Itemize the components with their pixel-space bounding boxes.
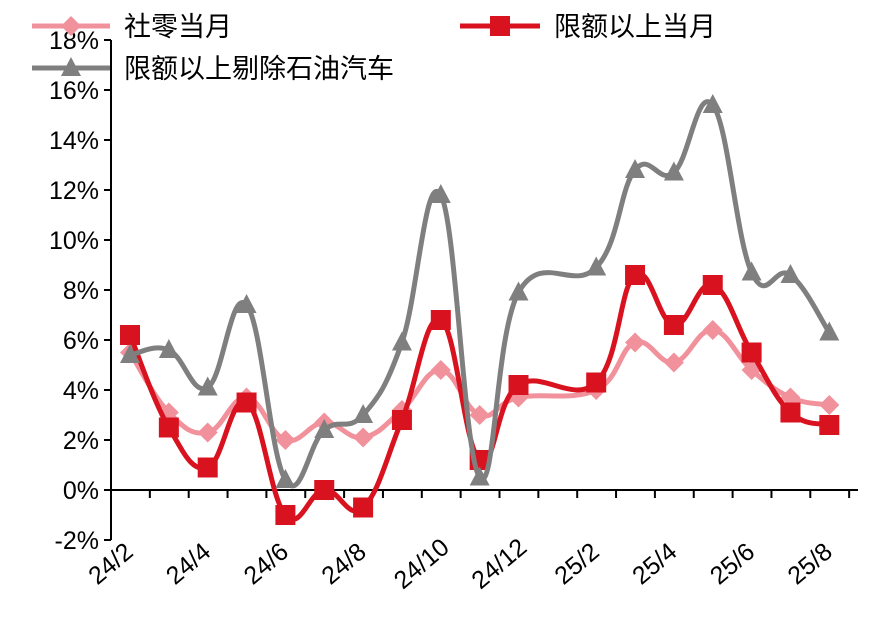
x-tick-label: 25/2 [549, 538, 604, 591]
y-tick-label: 6% [63, 327, 99, 355]
square-marker [586, 372, 607, 393]
x-tick-label: 25/6 [705, 538, 760, 591]
square-marker [353, 497, 374, 518]
triangle-marker [819, 321, 840, 341]
x-tick-label: 25/4 [627, 537, 682, 590]
square-marker [430, 310, 451, 330]
triangle-marker [508, 281, 529, 301]
triangle-marker [741, 261, 762, 281]
y-tick-label: 12% [49, 177, 99, 205]
series-2 [120, 265, 840, 525]
y-tick-label: 2% [63, 427, 99, 455]
square-marker [158, 417, 179, 438]
series-layer [120, 94, 840, 525]
triangle-marker [663, 161, 684, 181]
triangle-marker [702, 94, 723, 113]
square-marker [391, 410, 412, 430]
square-marker [197, 457, 218, 478]
legend-item-3: 限额以上剔除石油汽车 [32, 54, 394, 84]
diamond-marker [469, 405, 490, 425]
x-tick-label: 25/8 [783, 538, 838, 591]
x-tick-label: 24/10 [389, 533, 455, 595]
square-marker [741, 342, 762, 363]
y-tick-label: 8% [63, 277, 99, 305]
triangle-marker [353, 404, 374, 423]
legend-item-1: 社零当月 [32, 12, 232, 42]
square-marker [780, 402, 801, 423]
triangle-marker [430, 184, 451, 203]
square-marker [236, 392, 257, 413]
diamond-marker [819, 395, 840, 415]
series-3 [120, 94, 840, 489]
legend-label: 社零当月 [124, 12, 232, 42]
x-tick-label: 24/8 [316, 538, 371, 591]
axes: -2%0%2%4%6%8%10%12%14%16%18%24/2 24/4 24/6… [49, 27, 858, 595]
y-tick-label: 14% [49, 127, 99, 155]
x-tick-label: 24/6 [239, 538, 294, 591]
triangle-marker [625, 159, 646, 178]
triangle-marker [158, 339, 179, 358]
legend-triangle-marker [61, 57, 81, 76]
square-marker [702, 275, 723, 295]
legend-square-marker [490, 16, 510, 36]
triangle-marker [197, 376, 218, 396]
diamond-marker [663, 352, 684, 373]
square-marker [275, 505, 296, 525]
diamond-marker [353, 427, 374, 448]
legend-diamond-marker [61, 16, 81, 36]
square-marker [625, 265, 646, 285]
square-marker [663, 315, 684, 335]
y-tick-label: 4% [63, 377, 99, 405]
diamond-marker [197, 422, 218, 443]
y-tick-label: -2% [55, 527, 99, 555]
y-tick-label: 16% [49, 77, 99, 105]
triangle-marker [469, 466, 490, 486]
triangle-marker [275, 469, 296, 488]
square-marker [508, 375, 529, 395]
triangle-marker [236, 294, 257, 313]
x-tick-label: 24/4 [161, 537, 216, 590]
legend-label: 限额以上剔除石油汽车 [124, 54, 394, 84]
triangle-marker [120, 344, 140, 363]
y-tick-label: 10% [49, 227, 99, 255]
y-tick-label: 0% [63, 477, 99, 505]
triangle-marker [391, 331, 412, 351]
square-marker [120, 325, 140, 345]
square-marker [314, 480, 335, 500]
square-marker [819, 415, 840, 435]
triangle-marker [780, 264, 801, 283]
legend-label: 限额以上当月 [554, 12, 716, 42]
legend-item-2: 限额以上当月 [460, 12, 716, 42]
diamond-marker [625, 332, 646, 353]
x-tick-label: 24/12 [466, 533, 532, 595]
triangle-marker [314, 419, 335, 438]
triangle-marker [586, 256, 607, 276]
diamond-marker [430, 360, 451, 380]
diamond-marker [275, 430, 296, 450]
diamond-marker [702, 320, 723, 340]
